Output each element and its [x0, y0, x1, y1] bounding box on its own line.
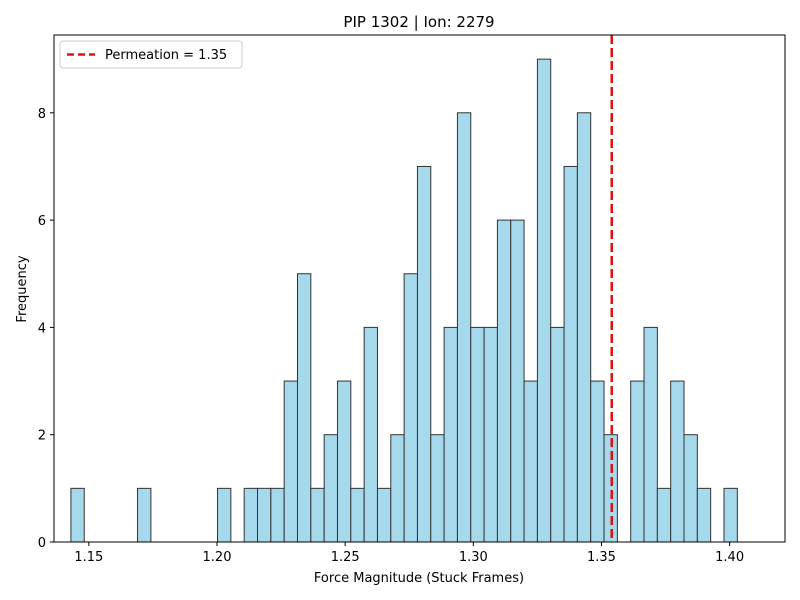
histogram-bar [323, 434, 338, 543]
histogram-bar [270, 487, 285, 543]
legend: Permeation = 1.35 [59, 40, 243, 69]
histogram-bar [550, 326, 565, 543]
histogram-bar [283, 380, 298, 543]
axes [53, 34, 786, 543]
histogram-bar [590, 380, 605, 543]
legend-label: Permeation = 1.35 [105, 48, 227, 63]
histogram-bar [310, 487, 325, 543]
histogram-bar [576, 112, 592, 543]
chart-title: PIP 1302 | Ion: 2279 [343, 13, 494, 31]
legend-box [59, 40, 243, 69]
histogram-bar [643, 326, 658, 543]
histogram-bar [296, 273, 312, 543]
x-tick-label: 1.20 [203, 550, 232, 565]
histogram-bar [430, 434, 445, 543]
histogram-bar [217, 487, 232, 543]
histogram-bar [563, 165, 578, 543]
histogram-bar [416, 165, 432, 543]
y-tick-label: 4 [38, 321, 46, 336]
histogram-bar [683, 434, 698, 543]
histogram-bar [137, 487, 152, 543]
histogram-bars [70, 58, 738, 543]
histogram-bar [456, 112, 472, 543]
histogram-bar [723, 487, 738, 543]
histogram-bar [443, 326, 458, 543]
y-tick-label: 0 [38, 536, 46, 551]
histogram-bar [470, 326, 485, 543]
histogram-bar [376, 487, 392, 543]
histogram-bar [257, 487, 272, 543]
histogram-bar [656, 487, 672, 543]
histogram-bar [363, 326, 378, 543]
histogram-bar [483, 326, 498, 543]
histogram-bar [336, 380, 352, 543]
histogram-bar [496, 219, 512, 543]
plot-frame [53, 34, 786, 543]
x-axis-label: Force Magnitude (Stuck Frames) [314, 571, 524, 586]
histogram-bar [510, 219, 525, 543]
y-tick-label: 8 [38, 107, 46, 122]
ticks: 1.15 1.20 1.25 1.30 1.35 1.40 0 2 4 6 8 [38, 107, 744, 565]
histogram-bar [350, 487, 365, 543]
x-tick-label: 1.40 [715, 550, 744, 565]
y-tick-label: 6 [38, 214, 46, 229]
x-tick-label: 1.35 [587, 550, 616, 565]
histogram-bar [403, 273, 418, 543]
histogram-bar [603, 434, 618, 543]
y-axis-label: Frequency [15, 255, 30, 322]
histogram-bar [696, 487, 712, 543]
histogram-bar [390, 434, 405, 543]
x-tick-label: 1.25 [331, 550, 360, 565]
histogram-bar [243, 487, 259, 543]
histogram-bar [630, 380, 645, 543]
histogram-bar [70, 487, 85, 543]
x-tick-label: 1.30 [459, 550, 488, 565]
x-tick-label: 1.15 [74, 550, 103, 565]
y-tick-label: 2 [38, 429, 46, 444]
histogram-bar [670, 380, 685, 543]
histogram-bar [523, 380, 538, 543]
histogram-bar [536, 58, 552, 543]
